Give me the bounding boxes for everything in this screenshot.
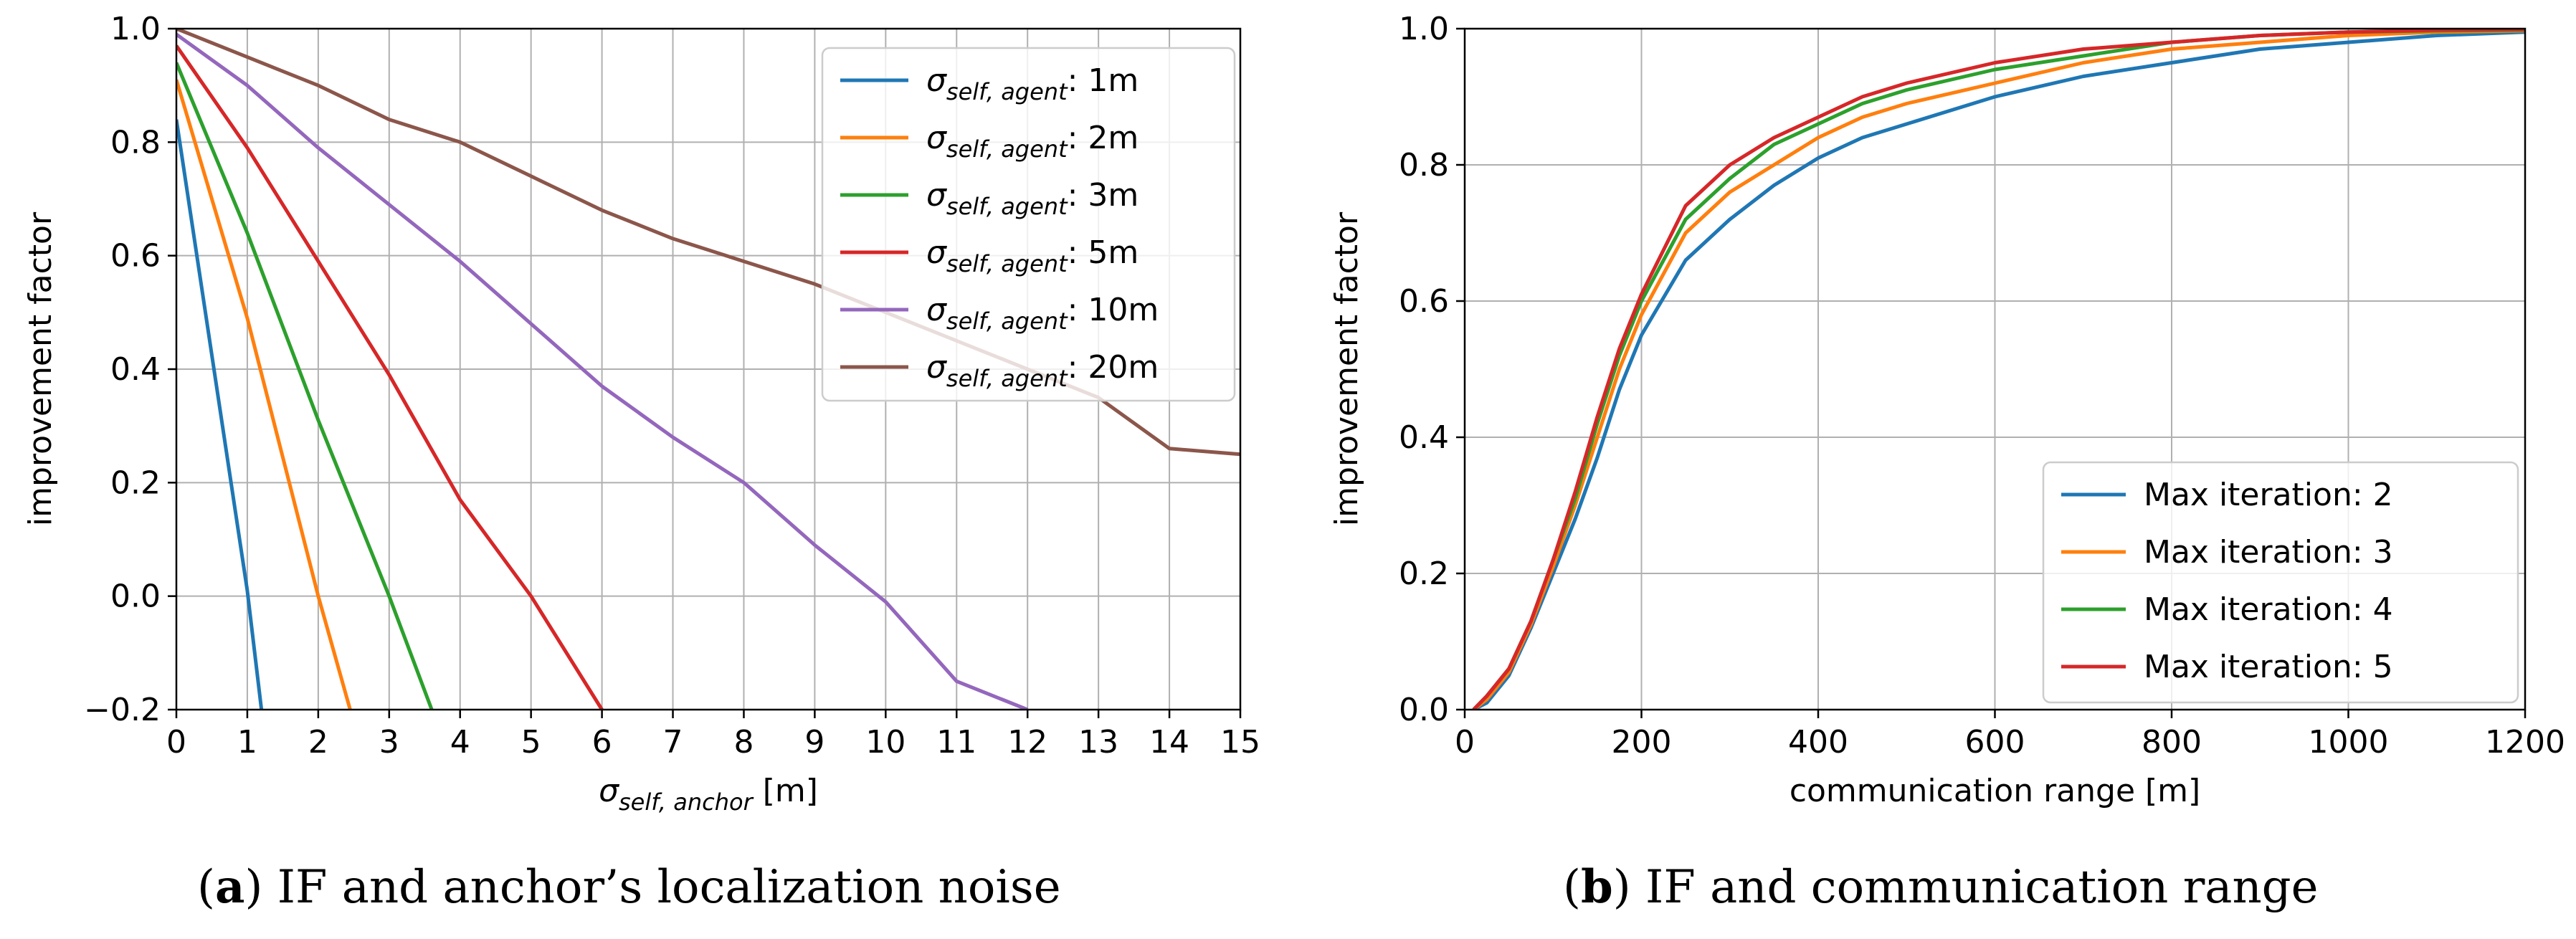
caption-b: (b) IF and communication range: [1563, 860, 2319, 914]
x-tick-label: 400: [1788, 724, 1848, 761]
caption-b-label: b: [1580, 860, 1613, 914]
y-axis-label: improvement factor: [1329, 211, 1365, 526]
series-line-b-1: [1473, 30, 2525, 710]
legend-box: [821, 47, 1236, 402]
x-axis-label: σself, anchor [m]: [599, 773, 818, 816]
series-line-a-5: [176, 32, 1029, 710]
x-tick-label: 5: [521, 724, 541, 761]
x-tick-label: 10: [865, 724, 906, 761]
caption-a-text: IF and anchor’s localization noise: [262, 861, 1061, 914]
series-line-b-4: [1472, 29, 2525, 710]
legend-label: σself, agent: 5m: [926, 234, 1139, 277]
legend-label: Max iteration: 2: [2144, 477, 2393, 513]
y-tick-label: 0.6: [110, 238, 161, 275]
y-tick-label: 1.0: [110, 11, 161, 47]
x-tick-label: 0: [1455, 724, 1475, 761]
series-line-a-3: [176, 62, 434, 710]
y-tick-label: 0.4: [110, 351, 161, 388]
x-tick-label: 1: [237, 724, 257, 761]
x-tick-label: 14: [1149, 724, 1189, 761]
y-tick-label: −0.2: [84, 692, 161, 728]
caption-a-label: a: [214, 860, 245, 914]
y-tick-label: 0.2: [110, 464, 161, 501]
legend-label: σself, agent: 20m: [926, 349, 1159, 392]
x-tick-label: 8: [733, 724, 754, 761]
x-tick-label: 15: [1220, 724, 1260, 761]
x-tick-label: 7: [663, 724, 683, 761]
x-tick-label: 3: [379, 724, 399, 761]
x-tick-label: 6: [592, 724, 612, 761]
y-tick-label: 1.0: [1399, 11, 1449, 47]
y-tick-label: 0.0: [110, 578, 161, 615]
legend-label: σself, agent: 2m: [926, 120, 1139, 163]
legend-label: Max iteration: 5: [2144, 649, 2393, 685]
x-tick-label: 600: [1965, 724, 2025, 761]
y-tick-label: 0.8: [110, 124, 161, 161]
x-axis-label: communication range [m]: [1790, 773, 2200, 809]
series-line-a-1: [176, 119, 264, 710]
series-line-a-2: [176, 79, 352, 710]
y-axis-label: improvement factor: [22, 211, 59, 526]
series-line-a-4: [176, 44, 604, 710]
legend-label: σself, agent: 3m: [926, 177, 1139, 220]
y-tick-label: 0.4: [1399, 419, 1449, 456]
caption-b-text: IF and communication range: [1630, 861, 2319, 914]
caption-a: (a) IF and anchor’s localization noise: [197, 860, 1061, 914]
chart-panel-b: 0 200 400 600 800 1000 1200 0.0 0.2 0.4 0.6 0.8 1.0 c…: [1329, 11, 2565, 809]
x-tick-label: 1000: [2309, 724, 2389, 761]
x-tick-label: 9: [804, 724, 824, 761]
legend-label: σself, agent: 1m: [926, 62, 1139, 105]
x-tick-label: 0: [166, 724, 186, 761]
x-tick-label: 11: [936, 724, 976, 761]
legend-label: σself, agent: 10m: [926, 292, 1159, 335]
y-tick-label: 0.8: [1399, 147, 1449, 183]
legend-box: [2042, 461, 2519, 704]
legend-label: Max iteration: 4: [2144, 591, 2393, 628]
x-tick-label: 4: [450, 724, 470, 761]
x-tick-label: 800: [2142, 724, 2202, 761]
x-tick-label: 2: [308, 724, 328, 761]
x-tick-label: 1200: [2485, 724, 2565, 761]
legend-label: Max iteration: 3: [2144, 534, 2393, 571]
y-tick-label: 0.6: [1399, 283, 1449, 320]
chart-panel-a: 0 1 2 3 4 5 6 7 8 9 10 11 12 13 14 15−0.20.00.20.40.60.…: [22, 11, 1260, 816]
x-tick-label: 200: [1612, 724, 1672, 761]
y-tick-label: 0.0: [1399, 692, 1449, 728]
x-tick-label: 13: [1078, 724, 1118, 761]
y-tick-label: 0.2: [1399, 556, 1449, 592]
x-tick-label: 12: [1007, 724, 1047, 761]
